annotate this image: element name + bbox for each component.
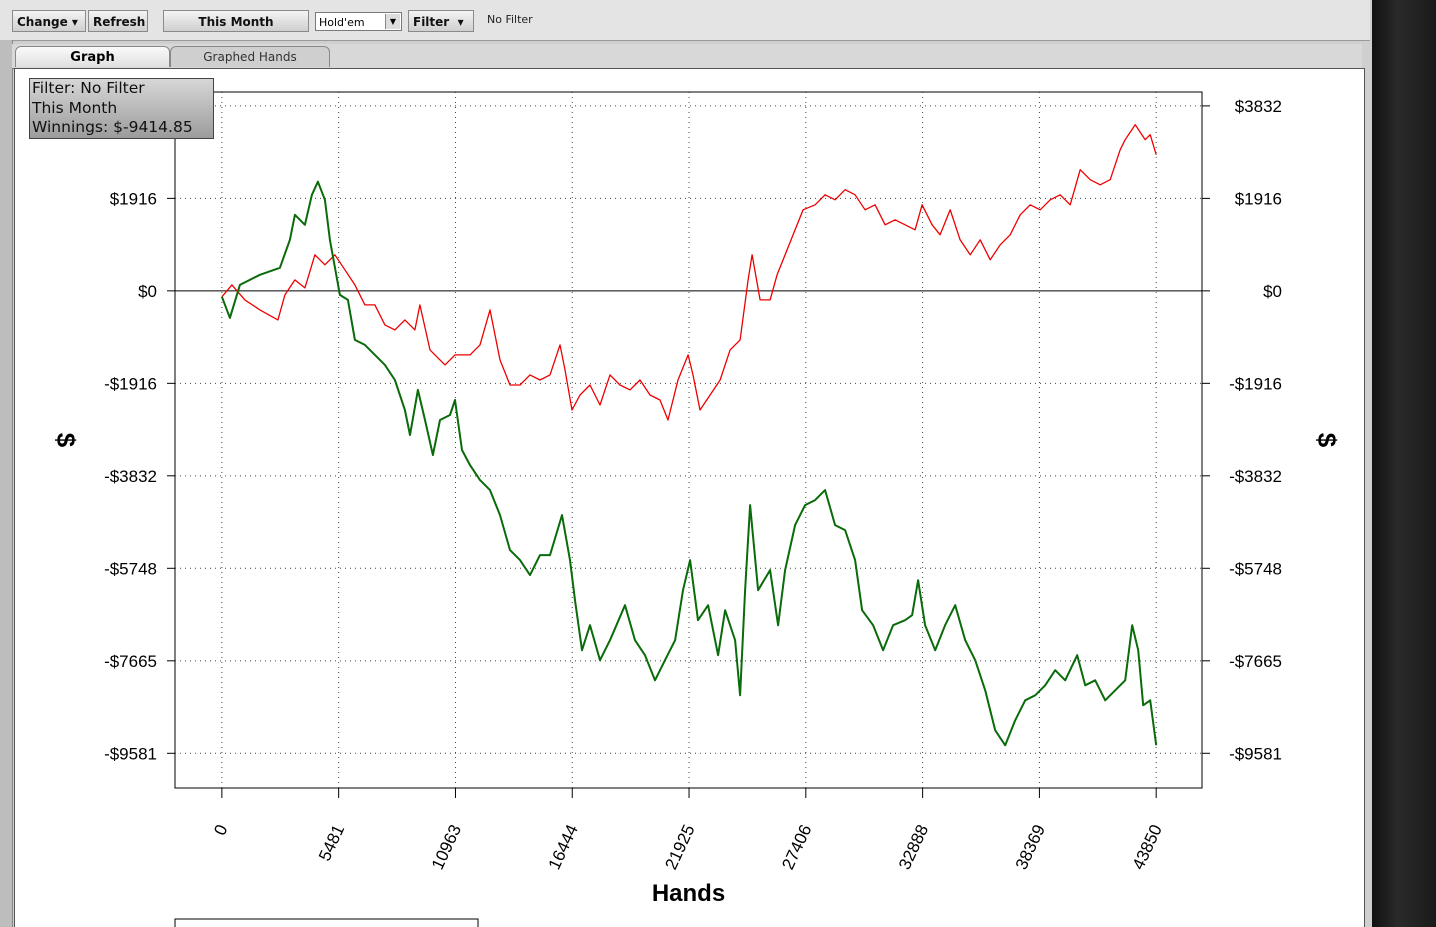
plot-frame xyxy=(174,91,1203,789)
filter-status: No Filter xyxy=(487,13,533,26)
y-tick-label: -$7665 xyxy=(104,652,157,671)
info-line: This Month xyxy=(32,98,118,117)
chart: $3832 $1916 $0 -$1916 -$3832 -$5748 -$7665 -$95… xyxy=(51,91,1342,927)
x-tick-label: 38369 xyxy=(1012,822,1049,873)
y-tick-label: $0 xyxy=(138,282,157,301)
y-tick-label: -$1916 xyxy=(104,374,157,393)
select-value: Hold'em xyxy=(319,16,365,29)
side-strip xyxy=(0,40,13,927)
y2-tick-label: -$9581 xyxy=(1229,744,1282,763)
y-tick-label: -$9581 xyxy=(104,744,157,763)
x-tick-label: 43850 xyxy=(1129,822,1166,873)
filter-button[interactable]: Filter ▾ xyxy=(408,10,474,32)
y2-axis-title: $ xyxy=(1312,433,1342,448)
y2-tick-label: $0 xyxy=(1263,282,1282,301)
legend-box xyxy=(174,918,479,927)
info-line: Winnings: $-9414.85 xyxy=(32,118,193,136)
y-tick-label: -$3832 xyxy=(104,467,157,486)
x-axis-title: Hands xyxy=(652,880,725,907)
tab[interactable]: Graph xyxy=(15,46,170,67)
period-button[interactable]: This Month xyxy=(163,10,309,32)
series-line xyxy=(220,180,1158,747)
series-line xyxy=(221,124,1157,421)
x-tick-label: 32888 xyxy=(895,822,932,873)
y-tick-label: -$5748 xyxy=(104,559,157,578)
x-tick-label: 10963 xyxy=(428,822,465,873)
refresh-button[interactable]: Refresh xyxy=(88,10,148,32)
window-edge xyxy=(1372,0,1436,927)
y2-tick-label: $1916 xyxy=(1235,189,1282,208)
info-box: Filter: No Filter This Month Winnings: $… xyxy=(29,78,214,139)
y2-tick-label: $3832 xyxy=(1235,97,1282,116)
x-tick-label: 0 xyxy=(210,822,231,839)
x-tick-label: 5481 xyxy=(315,822,348,864)
tab[interactable]: Graphed Hands xyxy=(170,46,330,67)
button-label: Filter xyxy=(413,15,450,29)
toolbar: Change ▾ Refresh This Month Hold'em ▼ Fil… xyxy=(0,0,1370,41)
info-line: Filter: No Filter xyxy=(32,79,145,97)
y2-tick-label: -$7665 xyxy=(1229,652,1282,671)
x-tick-label: 21925 xyxy=(661,822,698,873)
button-label: Change xyxy=(17,15,68,29)
game-select[interactable]: Hold'em ▼ xyxy=(315,12,402,31)
x-tick-label: 27406 xyxy=(778,822,815,873)
y-axis-title: $ xyxy=(51,433,81,448)
y2-tick-label: -$5748 xyxy=(1229,559,1282,578)
x-tick-label: 16444 xyxy=(545,822,582,873)
change-button[interactable]: Change ▾ xyxy=(12,10,86,32)
y2-tick-label: -$1916 xyxy=(1229,374,1282,393)
y2-tick-label: -$3832 xyxy=(1229,467,1282,486)
y-tick-label: $1916 xyxy=(110,189,157,208)
